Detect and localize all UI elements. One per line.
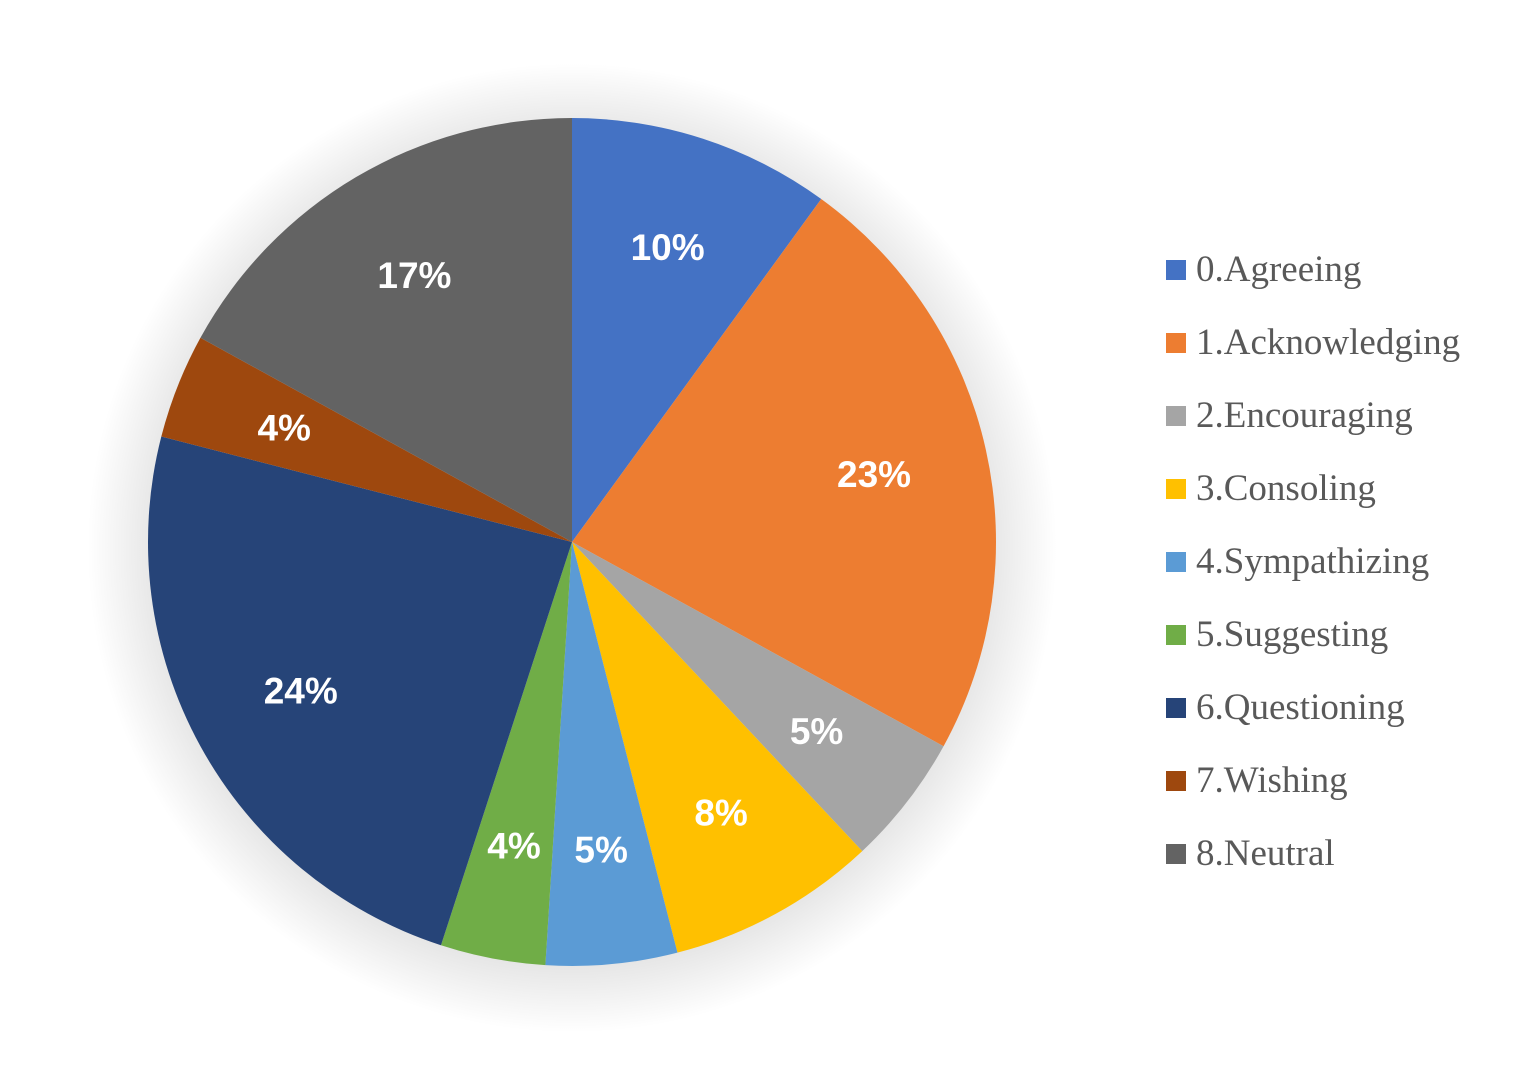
pie-slice-wishing: [161, 337, 572, 542]
pie-slices: [148, 118, 996, 967]
legend-label-neutral: 8.Neutral: [1196, 833, 1335, 874]
pie-slice-sympathizing: [545, 542, 678, 967]
legend-item-consoling: 3.Consoling: [1166, 452, 1526, 525]
data-label-consoling: 8%: [694, 793, 747, 834]
legend-label-consoling: 3.Consoling: [1196, 468, 1376, 509]
legend-item-neutral: 8.Neutral: [1166, 817, 1526, 890]
pie-slice-questioning: [148, 436, 572, 946]
legend-label-suggesting: 5.Suggesting: [1196, 614, 1389, 655]
legend-item-sympathizing: 4.Sympathizing: [1166, 525, 1526, 598]
legend-item-wishing: 7.Wishing: [1166, 744, 1526, 817]
pie-slice-consoling: [572, 542, 863, 953]
legend-swatch-questioning: [1166, 697, 1186, 718]
legend-label-encouraging: 2.Encouraging: [1196, 395, 1413, 436]
legend-label-wishing: 7.Wishing: [1196, 760, 1348, 801]
legend-item-suggesting: 5.Suggesting: [1166, 598, 1526, 671]
data-label-encouraging: 5%: [790, 711, 843, 752]
data-label-neutral: 17%: [377, 255, 451, 296]
legend-swatch-neutral: [1166, 843, 1186, 864]
legend-item-agreeing: 0.Agreeing: [1166, 233, 1526, 306]
legend-label-questioning: 6.Questioning: [1196, 687, 1405, 728]
pie-slice-acknowledging: [572, 198, 996, 747]
pie-slice-agreeing: [572, 118, 822, 542]
legend-swatch-suggesting: [1166, 624, 1186, 645]
pie-slice-encouraging: [572, 542, 944, 852]
legend-swatch-wishing: [1166, 770, 1186, 791]
pie-slice-suggesting: [440, 542, 572, 966]
data-label-acknowledging: 23%: [837, 454, 911, 495]
data-label-suggesting: 4%: [487, 826, 540, 867]
pie-slice-neutral: [200, 118, 572, 542]
legend-swatch-sympathizing: [1166, 551, 1186, 572]
legend-label-sympathizing: 4.Sympathizing: [1196, 541, 1430, 582]
legend-label-agreeing: 0.Agreeing: [1196, 249, 1362, 290]
legend-swatch-acknowledging: [1166, 332, 1186, 353]
data-label-sympathizing: 5%: [574, 830, 627, 871]
data-label-questioning: 24%: [264, 671, 338, 712]
legend-item-encouraging: 2.Encouraging: [1166, 379, 1526, 452]
pie-data-labels: 10% 23% 5% 8% 5% 4% 24% 4% 17%: [257, 227, 911, 871]
legend-item-questioning: 6.Questioning: [1166, 671, 1526, 744]
legend-swatch-encouraging: [1166, 405, 1186, 426]
data-label-agreeing: 10%: [631, 227, 705, 268]
legend-swatch-consoling: [1166, 478, 1186, 499]
legend-label-acknowledging: 1.Acknowledging: [1196, 322, 1461, 363]
legend: 0.Agreeing 1.Acknowledging 2.Encouraging 3.…: [1166, 233, 1526, 890]
legend-swatch-agreeing: [1166, 259, 1186, 280]
legend-item-acknowledging: 1.Acknowledging: [1166, 306, 1526, 379]
data-label-wishing: 4%: [257, 408, 310, 449]
